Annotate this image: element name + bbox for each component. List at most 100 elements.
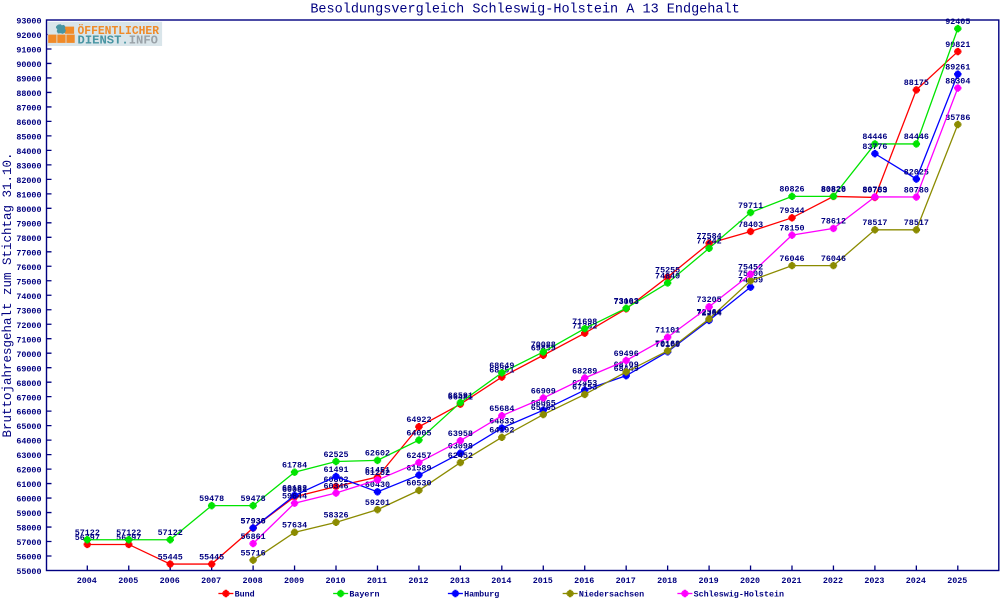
svg-text:2024: 2024 [906, 576, 926, 586]
svg-text:61000: 61000 [16, 480, 41, 490]
svg-text:55716: 55716 [241, 548, 266, 558]
svg-text:68289: 68289 [572, 366, 597, 376]
svg-text:2020: 2020 [740, 576, 760, 586]
svg-text:63958: 63958 [448, 429, 473, 439]
svg-text:64922: 64922 [406, 415, 431, 425]
svg-text:71101: 71101 [655, 326, 680, 336]
svg-text:88175: 88175 [904, 78, 929, 88]
svg-text:73205: 73205 [697, 295, 722, 305]
svg-text:61252: 61252 [365, 468, 390, 478]
svg-text:2009: 2009 [284, 576, 304, 586]
svg-text:73000: 73000 [16, 306, 41, 316]
svg-text:55445: 55445 [199, 552, 224, 562]
svg-text:76046: 76046 [821, 254, 846, 264]
svg-text:66065: 66065 [531, 399, 556, 409]
svg-text:2022: 2022 [823, 576, 843, 586]
svg-text:59478: 59478 [241, 494, 266, 504]
svg-text:Hamburg: Hamburg [464, 590, 499, 600]
svg-text:Besoldungsvergleich Schleswig-: Besoldungsvergleich Schleswig-Holstein A… [310, 3, 739, 18]
svg-text:62452: 62452 [448, 451, 473, 461]
svg-text:2017: 2017 [616, 576, 636, 586]
svg-text:58000: 58000 [16, 524, 41, 534]
svg-text:60082: 60082 [282, 485, 307, 495]
svg-text:76000: 76000 [16, 263, 41, 273]
svg-text:2016: 2016 [574, 576, 594, 586]
svg-text:78150: 78150 [779, 223, 804, 233]
svg-text:57930: 57930 [241, 516, 266, 526]
svg-text:88304: 88304 [945, 76, 970, 86]
svg-text:74000: 74000 [16, 292, 41, 302]
svg-text:2021: 2021 [781, 576, 801, 586]
svg-text:71000: 71000 [16, 335, 41, 345]
svg-text:2005: 2005 [118, 576, 138, 586]
svg-text:Bayern: Bayern [349, 590, 379, 600]
svg-text:2012: 2012 [408, 576, 428, 586]
svg-text:82025: 82025 [904, 167, 929, 177]
svg-text:2007: 2007 [201, 576, 221, 586]
svg-text:DIENST.INFO: DIENST.INFO [78, 33, 159, 47]
svg-text:67153: 67153 [572, 383, 597, 393]
svg-text:77584: 77584 [697, 232, 722, 242]
svg-text:59201: 59201 [365, 498, 390, 508]
svg-text:2008: 2008 [243, 576, 263, 586]
svg-text:2025: 2025 [947, 576, 967, 586]
svg-text:72364: 72364 [697, 307, 722, 317]
svg-text:82000: 82000 [16, 176, 41, 186]
svg-text:80826: 80826 [821, 185, 846, 195]
svg-text:2010: 2010 [325, 576, 345, 586]
svg-text:89261: 89261 [945, 62, 970, 72]
svg-text:80789: 80789 [862, 185, 887, 195]
svg-text:56861: 56861 [241, 532, 266, 542]
svg-text:59478: 59478 [199, 494, 224, 504]
svg-text:75255: 75255 [655, 265, 680, 275]
svg-text:2018: 2018 [657, 576, 677, 586]
svg-text:66909: 66909 [531, 386, 556, 396]
svg-text:57000: 57000 [16, 538, 41, 548]
svg-text:78403: 78403 [738, 220, 763, 230]
svg-text:2011: 2011 [367, 576, 387, 586]
svg-text:68649: 68649 [489, 361, 514, 371]
svg-text:64005: 64005 [406, 428, 431, 438]
svg-text:81000: 81000 [16, 190, 41, 200]
svg-text:60530: 60530 [406, 479, 431, 489]
svg-text:85786: 85786 [945, 113, 970, 123]
svg-text:88000: 88000 [16, 89, 41, 99]
svg-text:71698: 71698 [572, 317, 597, 327]
svg-text:66591: 66591 [448, 391, 473, 401]
svg-text:79000: 79000 [16, 219, 41, 229]
svg-text:69000: 69000 [16, 364, 41, 374]
svg-text:78612: 78612 [821, 217, 846, 227]
svg-text:84000: 84000 [16, 147, 41, 157]
svg-text:60000: 60000 [16, 495, 41, 505]
svg-text:72264: 72264 [697, 309, 722, 319]
svg-text:2023: 2023 [864, 576, 884, 586]
svg-text:85000: 85000 [16, 132, 41, 142]
svg-text:62000: 62000 [16, 466, 41, 476]
svg-text:Schleswig-Holstein: Schleswig-Holstein [694, 590, 784, 600]
svg-text:64000: 64000 [16, 437, 41, 447]
svg-text:75452: 75452 [738, 263, 763, 273]
svg-text:64192: 64192 [489, 426, 514, 436]
svg-text:62457: 62457 [406, 451, 431, 461]
svg-text:92405: 92405 [945, 17, 970, 27]
svg-text:61784: 61784 [282, 461, 307, 471]
svg-text:2019: 2019 [699, 576, 719, 586]
svg-text:90000: 90000 [16, 60, 41, 70]
svg-text:74849: 74849 [655, 271, 680, 281]
svg-text:93000: 93000 [16, 17, 41, 27]
svg-text:70000: 70000 [16, 350, 41, 360]
svg-text:90821: 90821 [945, 40, 970, 50]
svg-text:79344: 79344 [779, 206, 804, 216]
svg-text:62602: 62602 [365, 449, 390, 459]
svg-text:78000: 78000 [16, 234, 41, 244]
svg-text:80826: 80826 [779, 185, 804, 195]
svg-text:2013: 2013 [450, 576, 470, 586]
svg-text:2006: 2006 [160, 576, 180, 586]
svg-text:57936: 57936 [241, 516, 266, 526]
svg-text:61589: 61589 [406, 463, 431, 473]
svg-text:57122: 57122 [75, 528, 100, 538]
svg-text:80000: 80000 [16, 205, 41, 215]
svg-text:59644: 59644 [282, 492, 307, 502]
svg-text:70088: 70088 [531, 340, 556, 350]
svg-text:65000: 65000 [16, 422, 41, 432]
